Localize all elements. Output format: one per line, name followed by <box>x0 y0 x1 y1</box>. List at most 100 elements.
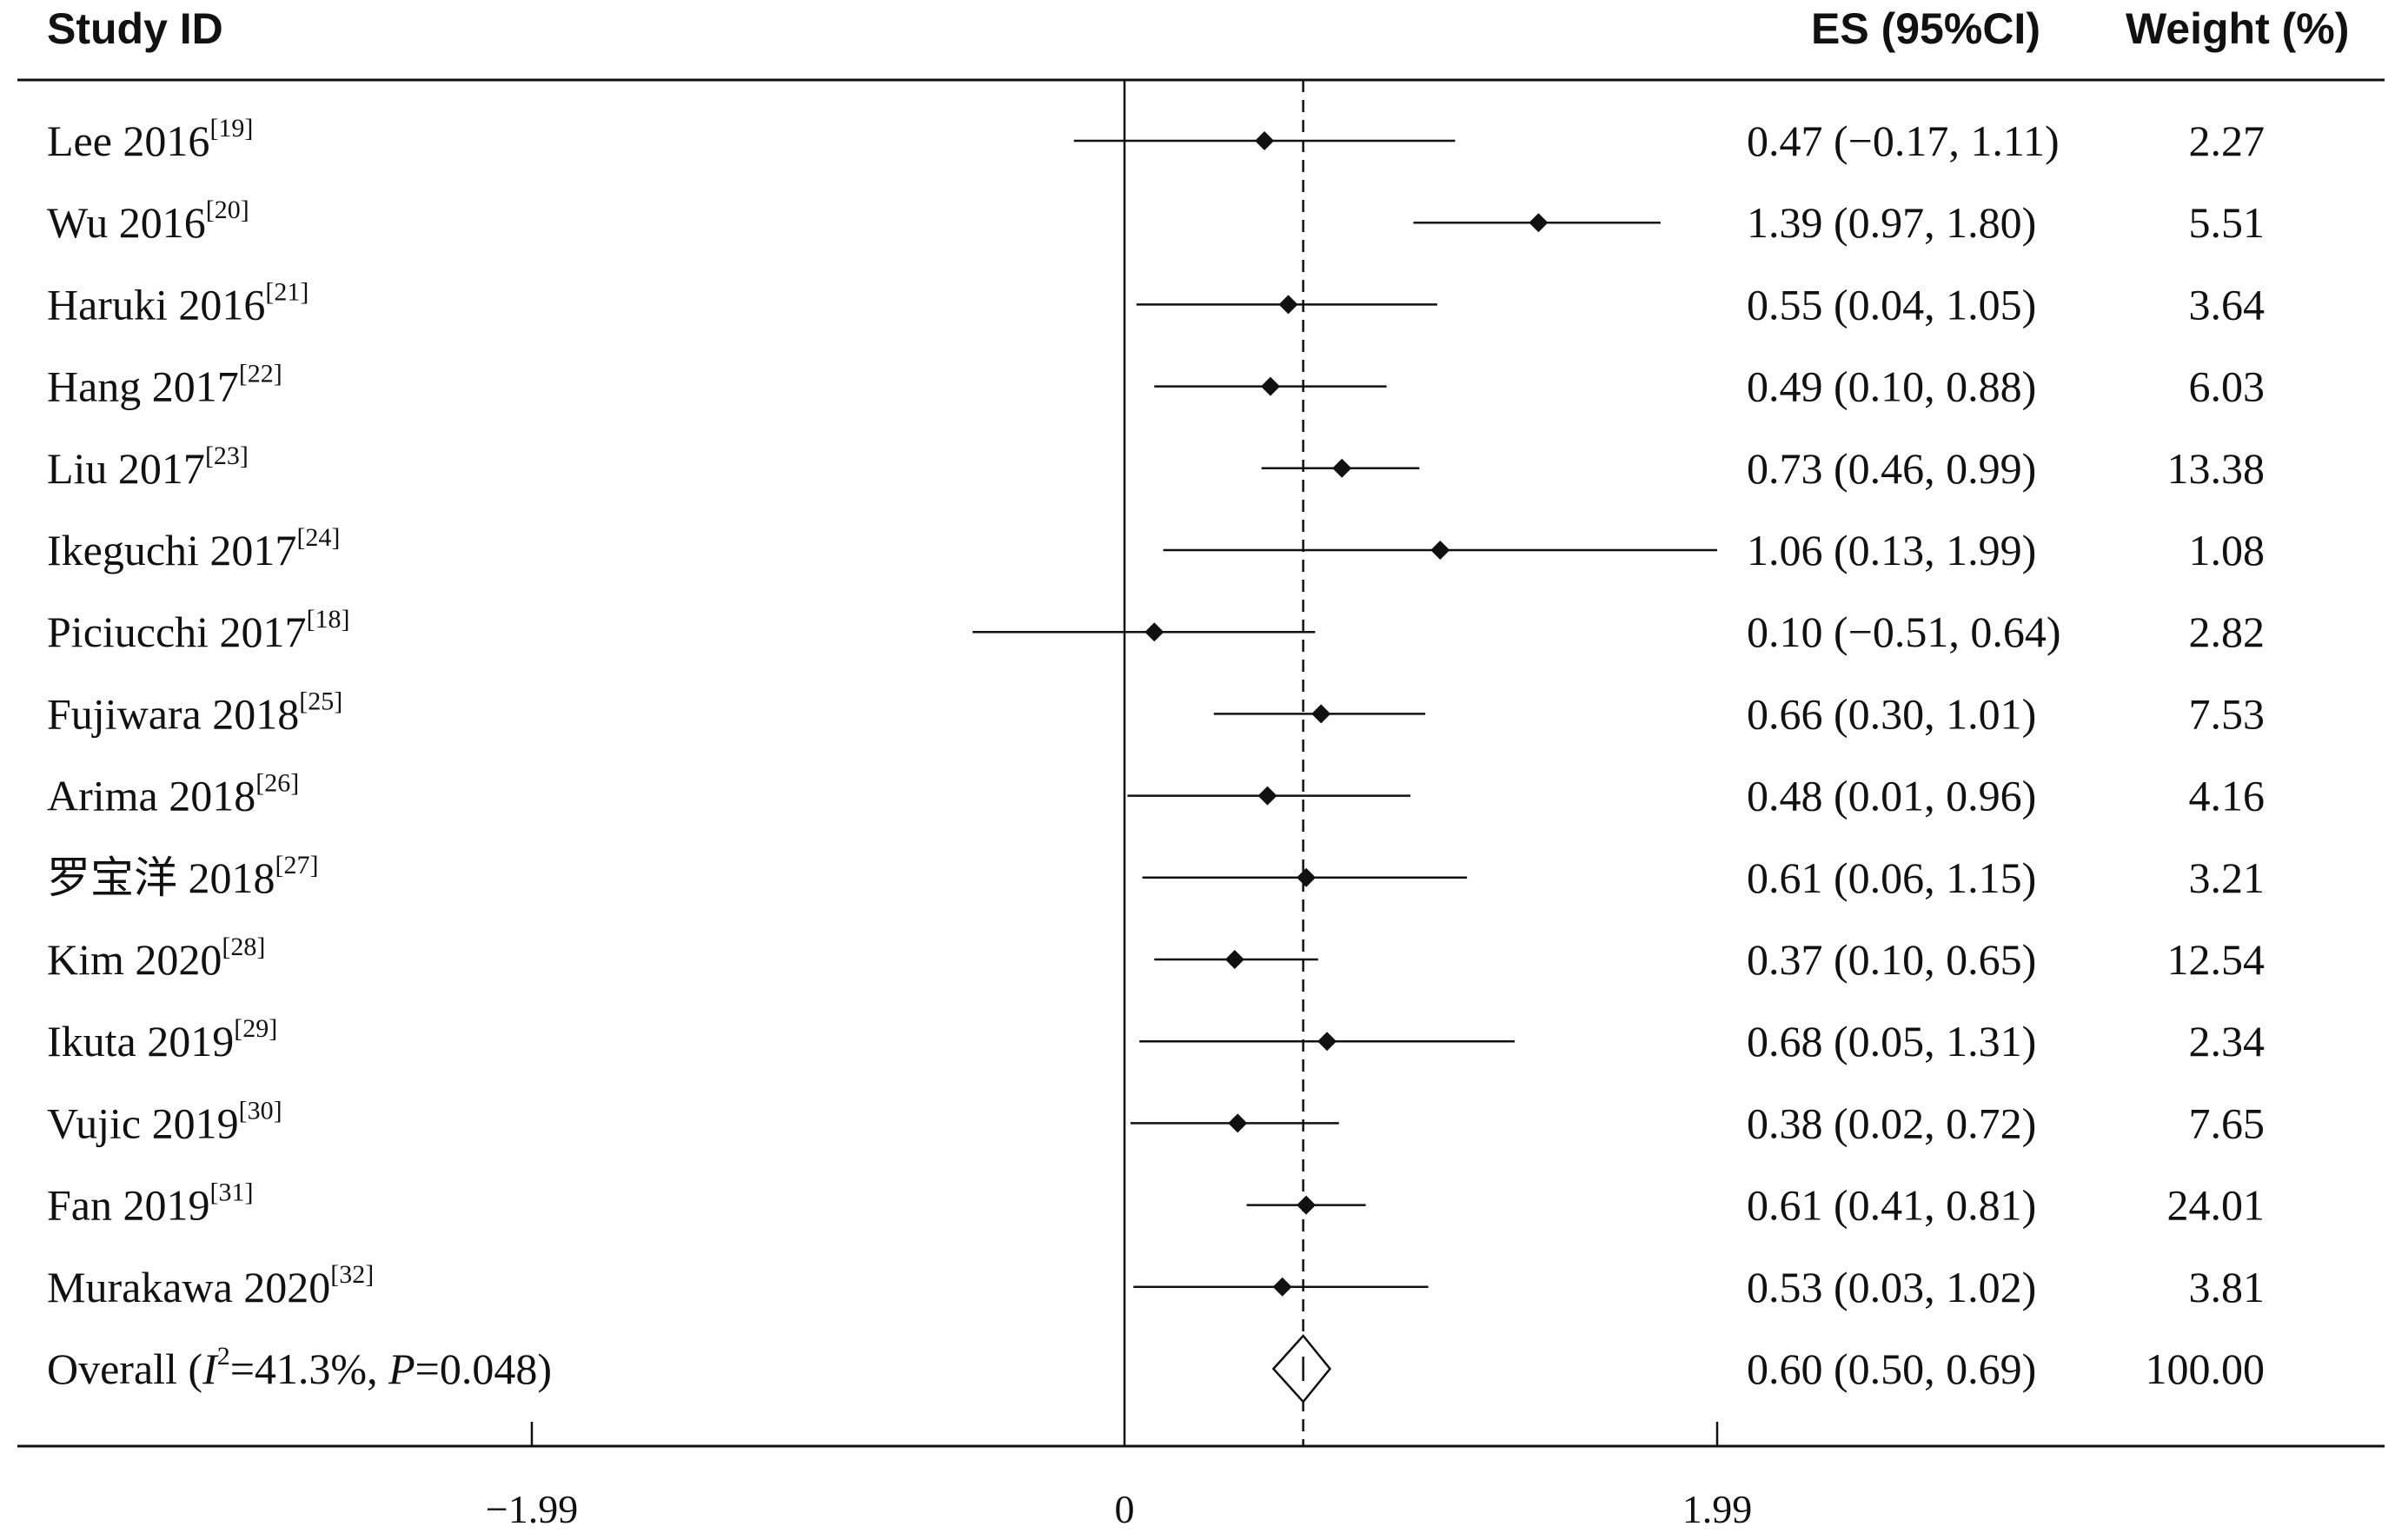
point-estimate-marker <box>1311 704 1331 724</box>
es-ci-value: 1.06 (0.13, 1.99) <box>1747 526 2036 574</box>
study-name: Arima 2018[26] <box>47 769 299 820</box>
header-es: ES (95%CI) <box>1811 4 2040 53</box>
point-estimate-marker <box>1260 376 1280 396</box>
study-name-text: Wu 2016 <box>47 198 206 247</box>
study-name-text: Lee 2016 <box>47 116 209 165</box>
study-name-text: Kim 2020 <box>47 935 222 984</box>
study-name-text: Hang 2017 <box>47 362 239 411</box>
study-row: Fujiwara 2018[25] 0.66 (0.30, 1.01) 7.53 <box>47 687 2265 738</box>
study-rows: Lee 2016[19] 0.47 (−0.17, 1.11) 2.27 Wu 201… <box>47 114 2266 1404</box>
weight-value: 3.64 <box>2189 280 2266 329</box>
study-name: Hang 2017[22] <box>47 360 282 411</box>
point-estimate-marker <box>1228 1113 1248 1133</box>
overall-row: Overall (I2=41.3%, P=0.048) 0.60 (0.50, 0… <box>47 1334 2266 1404</box>
weight-value: 3.21 <box>2189 853 2266 902</box>
study-name-text: 罗宝洋 2018 <box>47 853 275 902</box>
weight-value: 1.08 <box>2189 526 2266 574</box>
study-reference: [27] <box>275 851 319 880</box>
study-row: Haruki 2016[21] 0.55 (0.04, 1.05) 3.64 <box>47 277 2265 329</box>
study-name: Wu 2016[20] <box>47 196 249 247</box>
pooled-estimate-diamond <box>1271 1334 1332 1404</box>
weight-value: 2.82 <box>2189 607 2266 656</box>
study-reference: [19] <box>209 114 253 143</box>
plot-area <box>1123 80 1304 1446</box>
weight-value: 2.34 <box>2189 1017 2266 1065</box>
es-ci-value: 0.49 (0.10, 0.88) <box>1747 362 2036 411</box>
es-ci-value: 0.48 (0.01, 0.96) <box>1747 772 2036 820</box>
study-row: Wu 2016[20] 1.39 (0.97, 1.80) 5.51 <box>47 196 2265 247</box>
es-ci-value: 0.61 (0.06, 1.15) <box>1747 853 2036 902</box>
study-name-text: Liu 2017 <box>47 444 205 493</box>
weight-value: 7.65 <box>2189 1099 2266 1147</box>
study-name-text: Fan 2019 <box>47 1181 210 1230</box>
es-ci-value: 0.61 (0.41, 0.81) <box>1747 1181 2036 1230</box>
point-estimate-marker <box>1272 1277 1292 1297</box>
study-reference: [23] <box>205 441 249 470</box>
weight-value: 5.51 <box>2189 198 2266 247</box>
study-reference: [21] <box>265 277 308 306</box>
overall-weight-value: 100.00 <box>2146 1344 2266 1393</box>
study-name: Murakawa 2020[32] <box>47 1260 374 1311</box>
study-row: Fan 2019[31] 0.61 (0.41, 0.81) 24.01 <box>47 1178 2265 1230</box>
study-reference: [20] <box>206 196 249 224</box>
es-ci-value: 0.38 (0.02, 0.72) <box>1747 1099 2036 1147</box>
study-row: 罗宝洋 2018[27] 0.61 (0.06, 1.15) 3.21 <box>47 851 2265 902</box>
es-ci-value: 0.53 (0.03, 1.02) <box>1747 1263 2036 1311</box>
study-reference: [32] <box>330 1260 374 1289</box>
weight-value: 2.27 <box>2189 116 2266 165</box>
study-row: Kim 2020[28] 0.37 (0.10, 0.65) 12.54 <box>47 933 2265 984</box>
study-name-text: Vujic 2019 <box>47 1099 239 1147</box>
point-estimate-marker <box>1278 295 1298 315</box>
x-axis-ticks: −1.99 0 1.99 <box>486 1422 1752 1531</box>
study-name: Haruki 2016[21] <box>47 277 308 329</box>
point-estimate-marker <box>1255 131 1275 150</box>
study-reference: [28] <box>222 933 265 961</box>
study-name-text: Ikuta 2019 <box>47 1017 234 1065</box>
es-ci-value: 1.39 (0.97, 1.80) <box>1747 198 2036 247</box>
study-row: Vujic 2019[30] 0.38 (0.02, 0.72) 7.65 <box>47 1096 2265 1147</box>
study-row: Hang 2017[22] 0.49 (0.10, 0.88) 6.03 <box>47 360 2265 411</box>
study-name: Liu 2017[23] <box>47 441 249 493</box>
overall-prefix: Overall ( <box>47 1344 202 1393</box>
study-name: Ikuta 2019[29] <box>47 1014 277 1065</box>
overall-es-ci-value: 0.60 (0.50, 0.69) <box>1747 1344 2036 1393</box>
study-name-text: Haruki 2016 <box>47 280 265 329</box>
point-estimate-marker <box>1529 213 1549 233</box>
es-ci-value: 0.73 (0.46, 0.99) <box>1747 444 2036 493</box>
study-name-text: Ikeguchi 2017 <box>47 526 296 574</box>
weight-value: 6.03 <box>2189 362 2266 411</box>
study-name: Kim 2020[28] <box>47 933 265 984</box>
study-row: Piciucchi 2017[18] 0.10 (−0.51, 0.64) 2.82 <box>47 605 2265 656</box>
p-symbol: P <box>388 1344 415 1393</box>
weight-value: 24.01 <box>2167 1181 2266 1230</box>
weight-value: 13.38 <box>2167 444 2266 493</box>
study-name: Lee 2016[19] <box>47 114 253 165</box>
es-ci-value: 0.37 (0.10, 0.65) <box>1747 935 2036 984</box>
heterogeneity-value: =41.3%, <box>230 1344 388 1393</box>
study-reference: [18] <box>307 605 350 634</box>
x-tick-label: 0 <box>1115 1487 1135 1531</box>
point-estimate-marker <box>1224 950 1244 969</box>
i2-symbol: I <box>202 1344 219 1393</box>
study-row: Murakawa 2020[32] 0.53 (0.03, 1.02) 3.81 <box>47 1260 2265 1311</box>
p-value: =0.048) <box>415 1344 552 1393</box>
point-estimate-marker <box>1297 867 1317 887</box>
weight-value: 4.16 <box>2189 772 2266 820</box>
study-row: Arima 2018[26] 0.48 (0.01, 0.96) 4.16 <box>47 769 2265 820</box>
point-estimate-marker <box>1332 458 1352 478</box>
weight-value: 3.81 <box>2189 1263 2266 1311</box>
study-name-text: Piciucchi 2017 <box>47 607 307 656</box>
study-reference: [29] <box>234 1014 277 1043</box>
es-ci-value: 0.47 (−0.17, 1.11) <box>1747 116 2060 165</box>
study-name-text: Fujiwara 2018 <box>47 689 299 738</box>
study-reference: [24] <box>296 523 340 552</box>
study-reference: [25] <box>299 687 342 715</box>
study-name: Ikeguchi 2017[24] <box>47 523 340 574</box>
study-row: Liu 2017[23] 0.73 (0.46, 0.99) 13.38 <box>47 441 2265 493</box>
x-tick-label: 1.99 <box>1682 1487 1753 1531</box>
weight-value: 12.54 <box>2167 935 2266 984</box>
i2-superscript: 2 <box>217 1342 230 1371</box>
study-row: Ikuta 2019[29] 0.68 (0.05, 1.31) 2.34 <box>47 1014 2265 1065</box>
point-estimate-marker <box>1317 1032 1337 1052</box>
